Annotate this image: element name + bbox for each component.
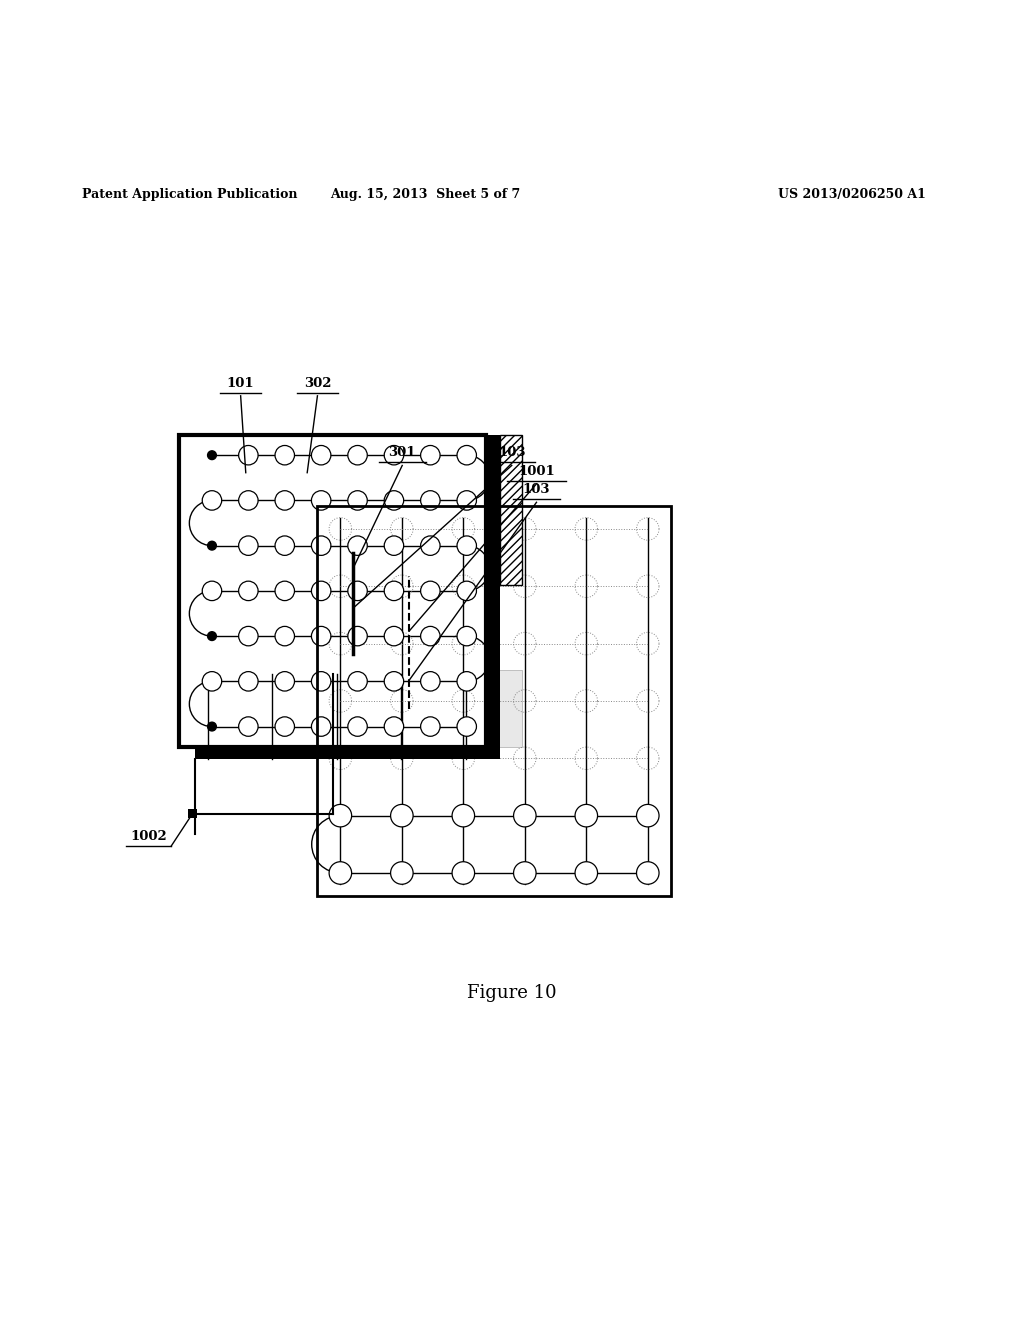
Circle shape — [575, 804, 598, 826]
Text: 101: 101 — [227, 376, 254, 389]
Circle shape — [348, 627, 368, 645]
Circle shape — [384, 581, 403, 601]
Circle shape — [384, 445, 403, 465]
Circle shape — [457, 627, 476, 645]
Circle shape — [421, 672, 440, 692]
Circle shape — [311, 536, 331, 556]
Circle shape — [384, 627, 403, 645]
Circle shape — [421, 717, 440, 737]
Bar — [500, 434, 522, 585]
Circle shape — [421, 581, 440, 601]
Circle shape — [239, 581, 258, 601]
Circle shape — [348, 491, 368, 510]
Text: 301: 301 — [388, 446, 416, 459]
Circle shape — [457, 491, 476, 510]
Circle shape — [514, 862, 537, 884]
Circle shape — [239, 491, 258, 510]
Circle shape — [457, 445, 476, 465]
Text: 103: 103 — [498, 446, 525, 459]
Bar — [179, 434, 486, 747]
Circle shape — [348, 445, 368, 465]
Circle shape — [421, 627, 440, 645]
Circle shape — [311, 445, 331, 465]
Circle shape — [514, 804, 537, 826]
Circle shape — [457, 672, 476, 692]
Circle shape — [202, 491, 221, 510]
Circle shape — [275, 445, 295, 465]
Circle shape — [421, 445, 440, 465]
Bar — [188, 809, 197, 818]
Text: US 2013/0206250 A1: US 2013/0206250 A1 — [778, 187, 926, 201]
Text: Figure 10: Figure 10 — [467, 983, 557, 1002]
Circle shape — [384, 536, 403, 556]
Circle shape — [275, 491, 295, 510]
Circle shape — [208, 722, 216, 731]
Circle shape — [575, 862, 598, 884]
Circle shape — [348, 717, 368, 737]
Circle shape — [239, 445, 258, 465]
Circle shape — [457, 717, 476, 737]
Circle shape — [275, 536, 295, 556]
Text: Patent Application Publication: Patent Application Publication — [82, 187, 297, 201]
Circle shape — [637, 862, 659, 884]
Circle shape — [348, 536, 368, 556]
Circle shape — [637, 804, 659, 826]
Bar — [317, 507, 671, 895]
Circle shape — [384, 491, 403, 510]
Bar — [179, 434, 486, 747]
Circle shape — [329, 862, 351, 884]
Text: 1001: 1001 — [518, 465, 555, 478]
Circle shape — [384, 672, 403, 692]
Text: 302: 302 — [304, 376, 331, 389]
Circle shape — [457, 536, 476, 556]
Circle shape — [208, 632, 216, 640]
Circle shape — [275, 672, 295, 692]
Circle shape — [275, 717, 295, 737]
Circle shape — [208, 451, 216, 459]
Circle shape — [421, 536, 440, 556]
Circle shape — [384, 717, 403, 737]
Circle shape — [452, 862, 474, 884]
Circle shape — [390, 862, 413, 884]
Circle shape — [311, 627, 331, 645]
Circle shape — [348, 672, 368, 692]
Circle shape — [239, 536, 258, 556]
Circle shape — [329, 804, 351, 826]
Bar — [486, 434, 500, 747]
Circle shape — [239, 717, 258, 737]
Text: 103: 103 — [522, 483, 550, 496]
Bar — [195, 747, 500, 759]
Circle shape — [239, 627, 258, 645]
Circle shape — [348, 581, 368, 601]
Circle shape — [311, 672, 331, 692]
Circle shape — [275, 581, 295, 601]
Circle shape — [311, 491, 331, 510]
Circle shape — [202, 672, 221, 692]
Text: Aug. 15, 2013  Sheet 5 of 7: Aug. 15, 2013 Sheet 5 of 7 — [330, 187, 520, 201]
Text: 1002: 1002 — [130, 830, 167, 843]
Circle shape — [311, 717, 331, 737]
Circle shape — [275, 627, 295, 645]
Circle shape — [457, 581, 476, 601]
Circle shape — [208, 541, 216, 550]
Circle shape — [390, 804, 413, 826]
Circle shape — [421, 491, 440, 510]
Bar — [302, 669, 522, 747]
Circle shape — [311, 581, 331, 601]
Bar — [317, 507, 671, 895]
Circle shape — [452, 804, 474, 826]
Circle shape — [202, 581, 221, 601]
Circle shape — [239, 672, 258, 692]
